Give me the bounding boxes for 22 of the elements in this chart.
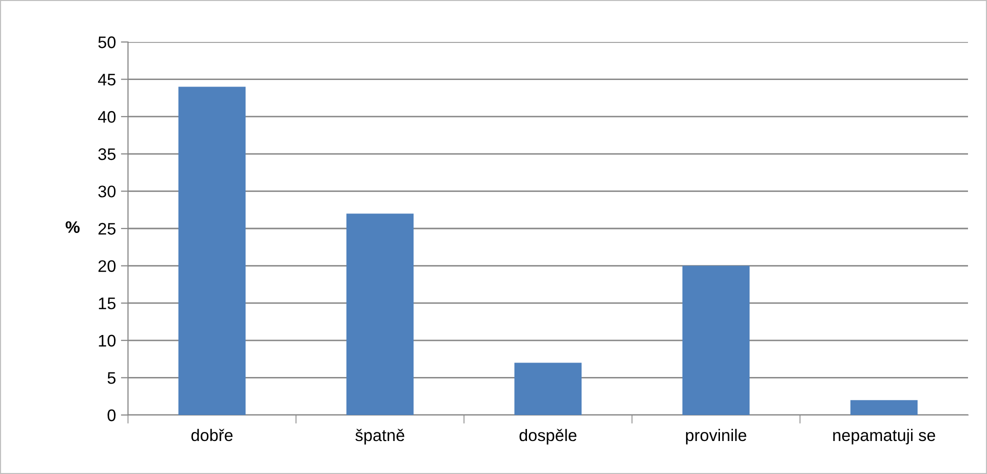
y-tick-label: 5 (108, 372, 116, 384)
y-tick-label: 25 (98, 222, 116, 235)
bar (682, 266, 750, 415)
y-tick-label: 0 (108, 409, 116, 422)
bar (178, 86, 246, 415)
y-axis-title: % (66, 221, 80, 233)
x-tick-label: dospěle (520, 428, 576, 444)
x-tick-label: dobře (191, 428, 233, 442)
bar (850, 400, 918, 415)
x-tick-label: provinile (686, 428, 746, 444)
y-tick-label: 35 (98, 148, 116, 160)
y-tick-label: 10 (98, 334, 116, 347)
y-tick-label: 30 (98, 186, 116, 198)
y-tick-label: 20 (98, 260, 116, 272)
y-tick-label: 40 (98, 111, 116, 123)
x-tick-label: špatně (355, 428, 404, 444)
bar (514, 362, 582, 415)
y-tick-label: 45 (98, 74, 116, 86)
bar (346, 214, 414, 415)
y-tick-label: 15 (98, 298, 116, 310)
x-tick-label: nepamatuji se (833, 428, 936, 444)
y-tick-label: 50 (98, 36, 116, 48)
